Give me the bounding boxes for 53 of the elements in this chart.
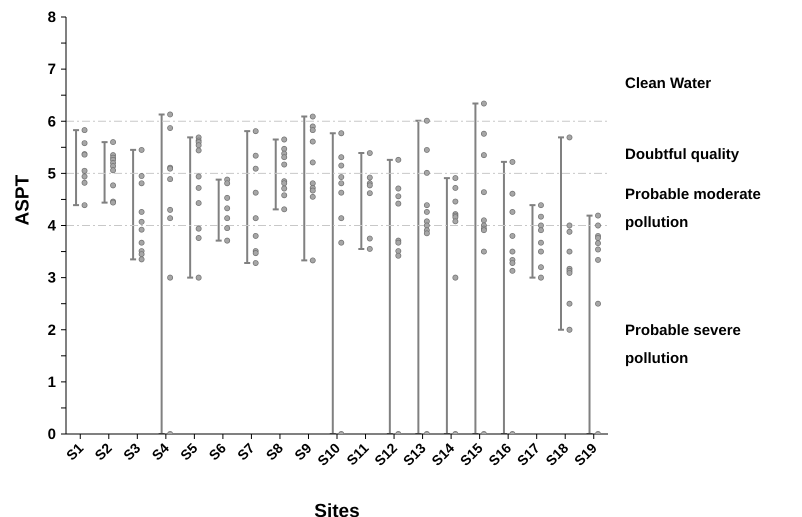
- x-tick-label: S19: [570, 440, 600, 469]
- bar: [446, 178, 448, 434]
- bar: [332, 133, 334, 434]
- bar: [560, 137, 562, 330]
- bar: [218, 180, 220, 241]
- text: Probable severe pollution: [625, 321, 742, 369]
- x-tick-label: S9: [291, 440, 315, 464]
- x-tick-label: S5: [177, 440, 201, 464]
- x-tick-label: S15: [456, 440, 486, 469]
- x-tick-label: S7: [234, 440, 258, 464]
- bar: [474, 104, 476, 434]
- bar: [502, 162, 505, 434]
- bar: [360, 153, 362, 249]
- x-axis-title: Sites: [314, 501, 360, 517]
- y-axis-title: ASPT: [12, 174, 34, 226]
- y-tick-label: 4: [48, 218, 57, 234]
- bar: [303, 116, 306, 260]
- y-tick-label: 0: [48, 426, 56, 443]
- x-tick-label: S1: [62, 440, 87, 464]
- x-tick-label: S3: [120, 440, 144, 464]
- x-tick-label: S16: [485, 440, 514, 469]
- x-tick-label: S6: [206, 440, 230, 464]
- x-tick-label: S4: [148, 440, 172, 464]
- bar: [104, 142, 106, 203]
- x-tick-label: S13: [400, 440, 429, 469]
- y-tick-label: 1: [48, 374, 56, 391]
- x-tick-label: S2: [91, 440, 116, 464]
- x-tick-label: S8: [262, 440, 286, 464]
- x-tick-label: S17: [514, 440, 543, 469]
- bar: [75, 130, 78, 206]
- bar: [388, 160, 391, 434]
- bar: [588, 216, 591, 434]
- x-tick-label: S14: [428, 440, 458, 469]
- x-tick-label: S11: [343, 440, 372, 468]
- bar: [132, 150, 134, 260]
- y-tick-label: 6: [48, 113, 56, 130]
- text: Probable moderate pollution: [625, 185, 762, 233]
- bar: [246, 131, 248, 264]
- x-tick-label: S12: [371, 440, 400, 469]
- text: Clean Water: [625, 74, 712, 94]
- bar: [417, 120, 420, 434]
- y-tick-label: 5: [48, 165, 56, 182]
- bar: [531, 205, 534, 278]
- y-tick-label: 7: [48, 61, 56, 78]
- x-tick-label: S18: [542, 440, 572, 469]
- bar: [274, 139, 277, 210]
- y-tick-label: 8: [48, 9, 56, 26]
- text: Doubtful quality: [625, 145, 740, 165]
- bar: [189, 137, 192, 278]
- y-tick-label: 3: [48, 270, 56, 287]
- x-tick-label: S10: [314, 440, 344, 469]
- y-tick-label: 2: [48, 322, 56, 339]
- bar: [160, 114, 163, 434]
